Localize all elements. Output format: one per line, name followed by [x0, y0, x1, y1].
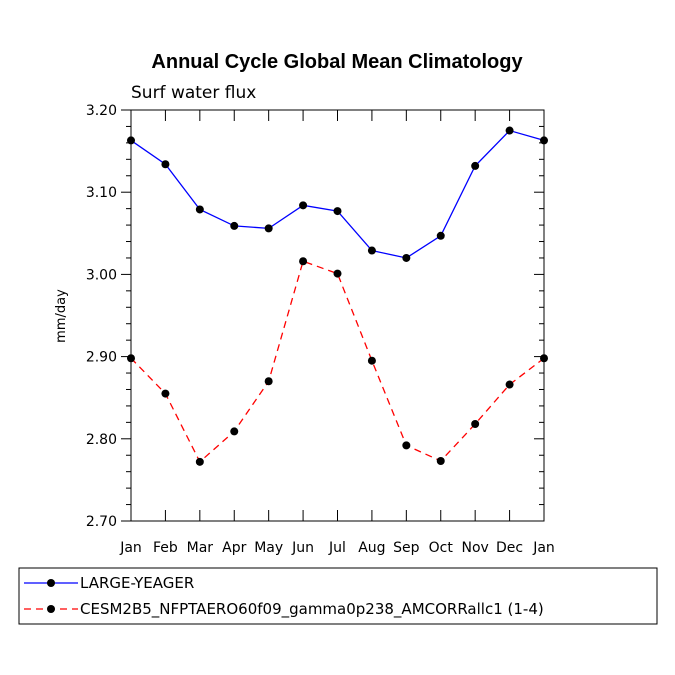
x-tick-label: Oct: [429, 540, 454, 556]
x-tick-label: May: [254, 540, 283, 556]
legend-label-1: LARGE-YEAGER: [80, 574, 194, 592]
series-2-point: [299, 257, 308, 266]
series-2-point: [264, 377, 273, 386]
x-tick-label: Jul: [328, 540, 346, 556]
series-1-point: [195, 205, 204, 214]
plot-frame: [130, 109, 545, 522]
legend-marker-1: [47, 579, 55, 587]
series-2-point: [436, 456, 445, 465]
legend: LARGE-YEAGER CESM2B5_NFPTAERO60f09_gamma0…: [18, 567, 658, 625]
x-tick-label: Nov: [462, 540, 489, 556]
y-tick-label: 3.20: [86, 103, 117, 119]
series-2-point: [540, 354, 548, 363]
y-axis-label: mm/day: [54, 289, 69, 343]
legend-marker-2: [47, 605, 55, 613]
series-2-point: [367, 356, 376, 365]
series-line-1: [130, 129, 545, 259]
x-tick-label: Jun: [291, 540, 314, 556]
x-tick-label: Mar: [187, 540, 214, 556]
y-tick-label: 2.70: [86, 514, 117, 530]
series-2-point: [333, 269, 342, 278]
y-tick-label: 2.90: [86, 350, 117, 366]
series-2-point: [230, 427, 239, 436]
series-2-point: [195, 457, 204, 466]
series-1-point: [471, 161, 480, 170]
legend-label-2: CESM2B5_NFPTAERO60f09_gamma0p238_AMCORRa…: [80, 600, 544, 619]
x-tick-label: Jan: [119, 540, 142, 556]
chart-subtitle: Surf water flux: [131, 83, 256, 103]
series-line-2: [130, 260, 545, 463]
series-2-point: [471, 420, 480, 429]
series-2-point: [505, 380, 514, 389]
chart-title: Annual Cycle Global Mean Climatology: [151, 51, 523, 73]
series-1-point: [299, 201, 308, 210]
series-1-point: [333, 207, 342, 216]
legend-box: [18, 567, 658, 625]
series-2-point: [127, 354, 135, 363]
y-tick-label: 2.80: [86, 432, 117, 448]
plot-axes: Jan Feb Mar Apr May Jun Jul Aug Sep Oct Nov Dec Jan2…: [86, 103, 555, 556]
series-1-point: [161, 160, 170, 169]
x-tick-label: Jan: [532, 540, 555, 556]
series-1-point: [505, 126, 514, 135]
y-tick-label: 3.00: [86, 267, 117, 283]
x-tick-label: Feb: [153, 540, 178, 556]
x-tick-label: Apr: [222, 540, 246, 556]
series-1-point: [127, 136, 135, 145]
x-tick-label: Aug: [358, 540, 385, 556]
x-tick-label: Sep: [393, 540, 420, 556]
series-1-point: [402, 253, 411, 262]
series-1-point: [230, 221, 239, 230]
series-1-point: [264, 224, 273, 233]
series-2-point: [161, 389, 170, 398]
series-2-point: [402, 441, 411, 450]
series-1-point: [367, 246, 376, 255]
series-layer: [127, 126, 548, 466]
series-1-point: [436, 231, 445, 240]
series-1-point: [540, 136, 548, 145]
y-tick-label: 3.10: [86, 185, 117, 201]
x-tick-label: Dec: [496, 540, 523, 556]
